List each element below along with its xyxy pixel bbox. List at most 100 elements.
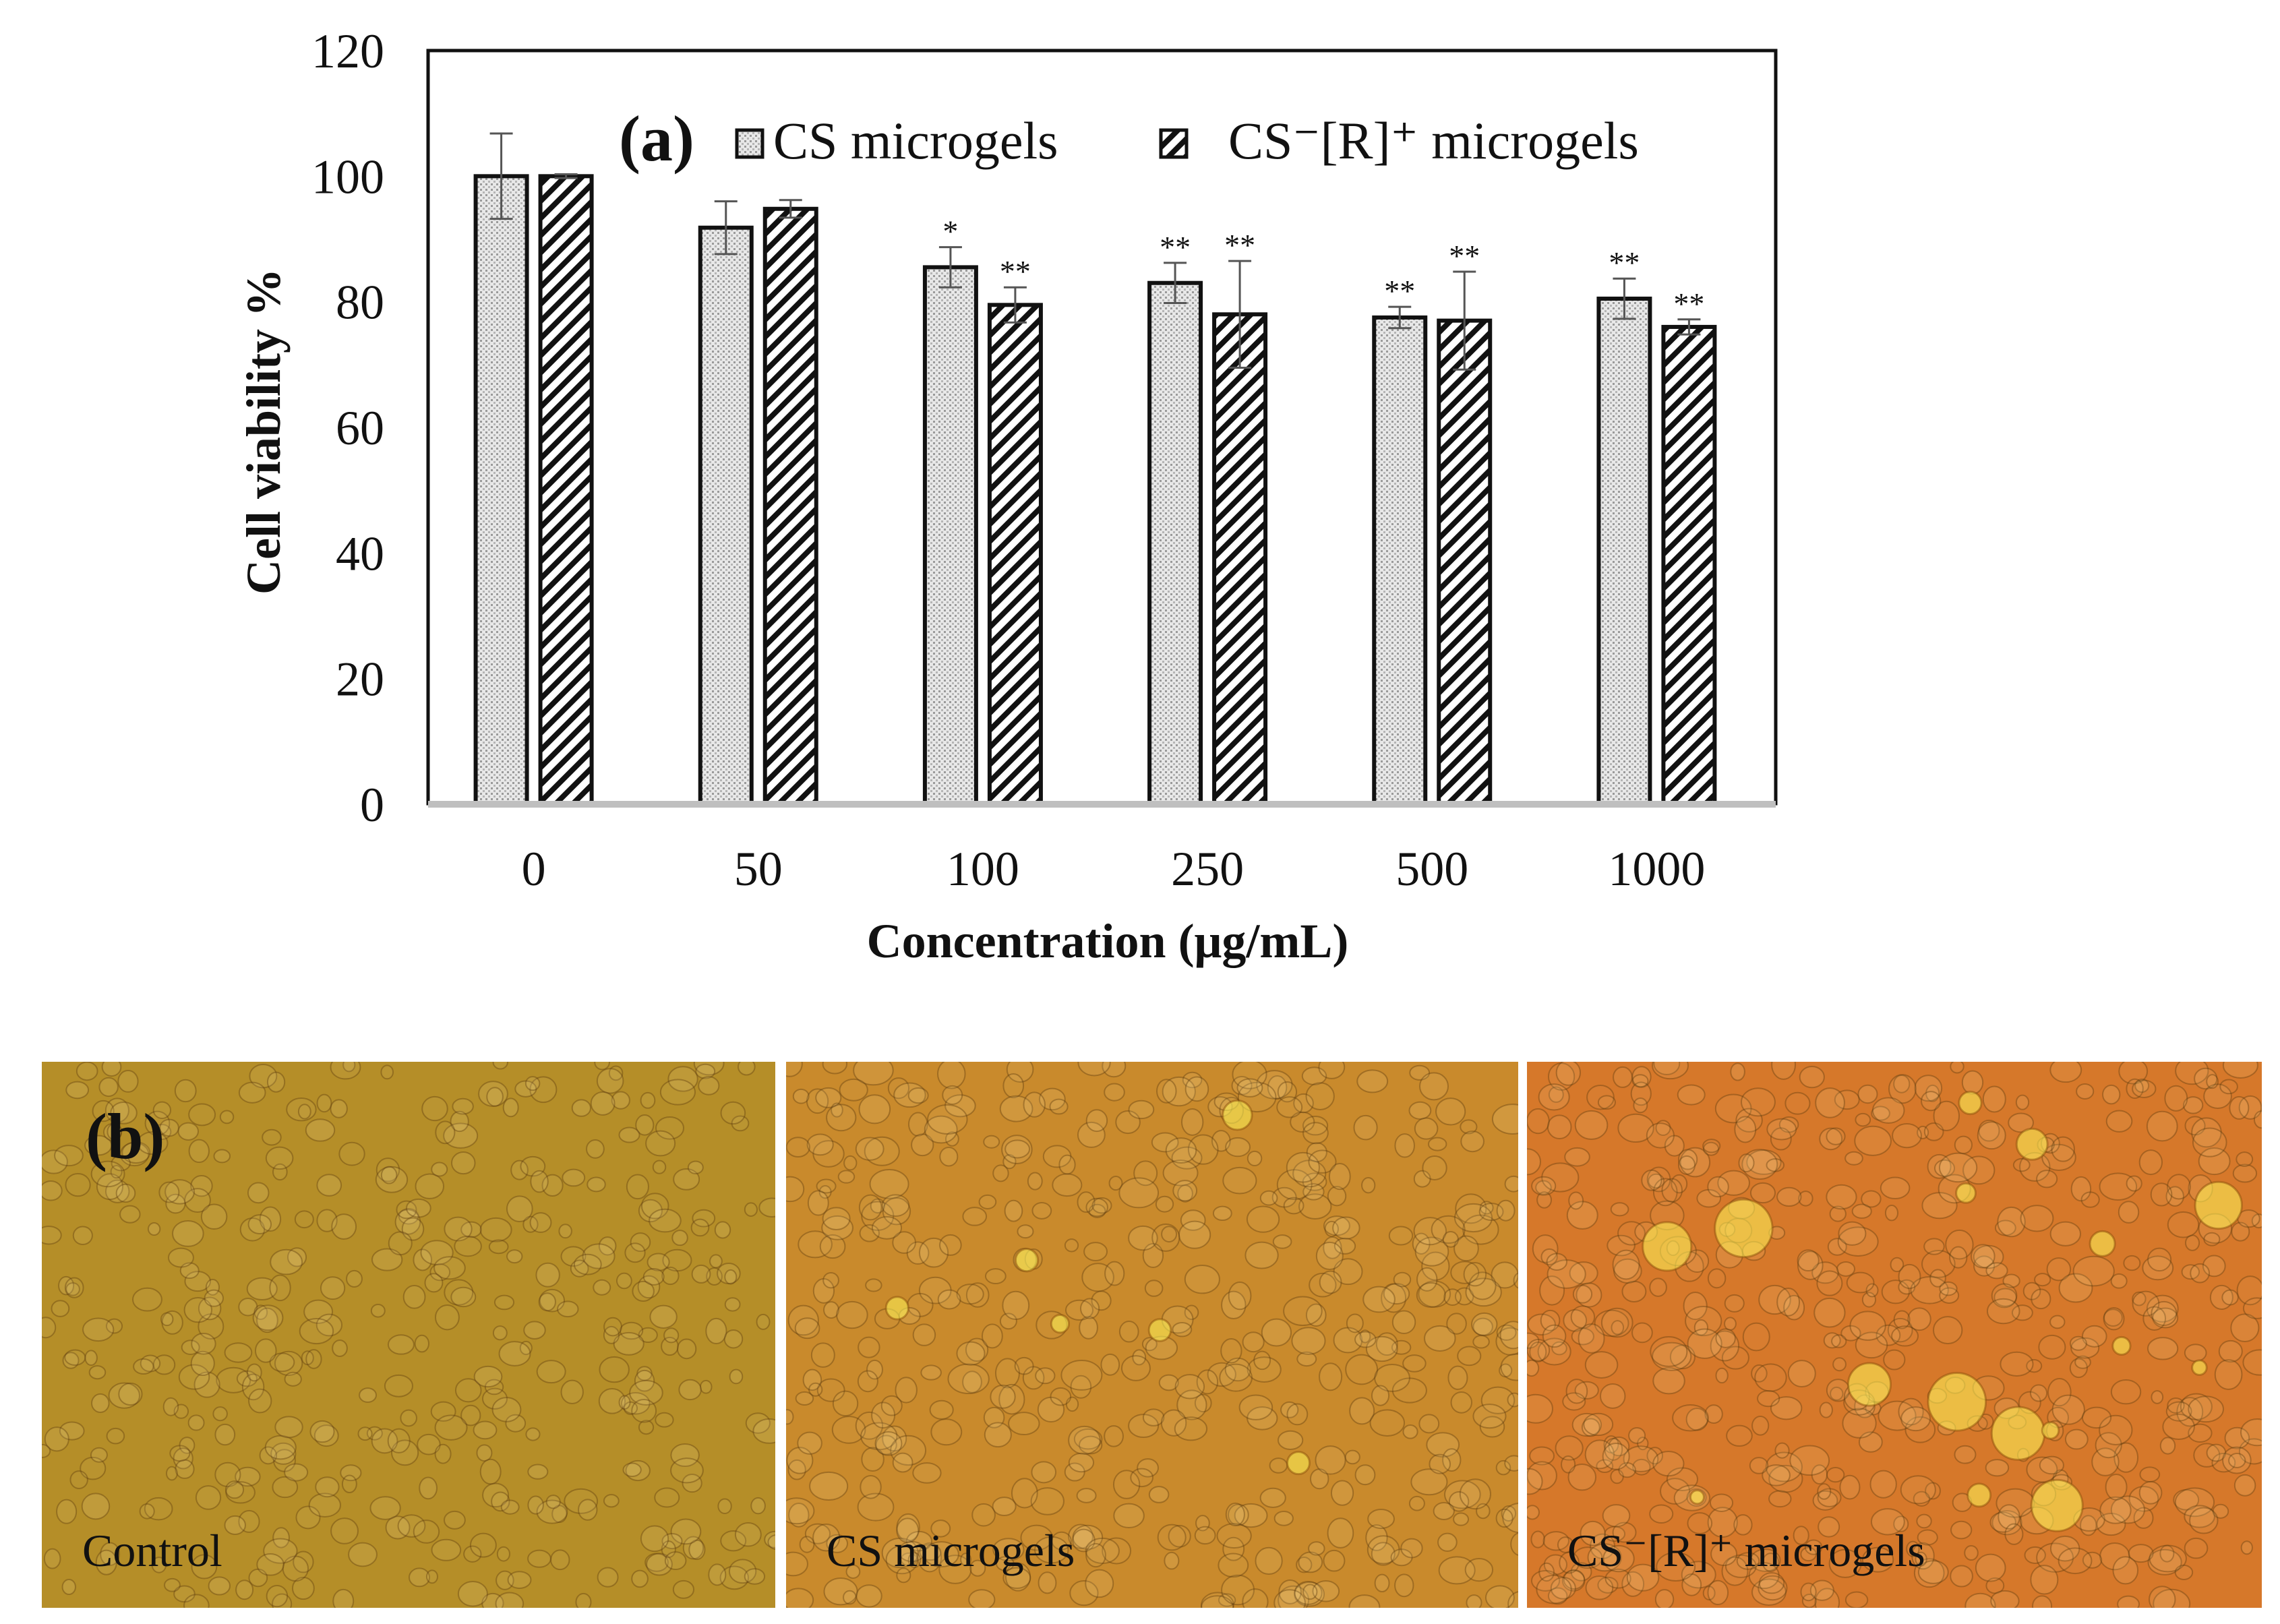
- cell: [1652, 1062, 1689, 1080]
- cell: [1704, 1404, 1723, 1424]
- cell: [798, 1230, 833, 1259]
- cell: [434, 1414, 468, 1441]
- cell: [1085, 1537, 1120, 1565]
- cell: [1581, 1418, 1600, 1437]
- cell: [1219, 1363, 1253, 1392]
- cell: [1507, 1392, 1518, 1408]
- cell: [88, 1365, 107, 1380]
- cell: [1637, 1437, 1649, 1451]
- cell: [173, 1447, 193, 1470]
- cell: [473, 1365, 503, 1388]
- cell: [1823, 1332, 1841, 1349]
- cell: [1286, 1151, 1320, 1183]
- cell: [183, 1594, 210, 1608]
- cell: [1294, 1581, 1325, 1607]
- cell: [2184, 1505, 2215, 1528]
- cell: [2191, 1117, 2222, 1148]
- cell: [2162, 1413, 2195, 1440]
- cell: [1267, 1075, 1288, 1100]
- cell: [1734, 1116, 1757, 1143]
- cell: [284, 1463, 309, 1482]
- cell: [2149, 1544, 2187, 1573]
- cell: [1630, 1081, 1652, 1106]
- cell: [2232, 1164, 2258, 1183]
- cell: [421, 1095, 448, 1122]
- cell: [1587, 1543, 1622, 1572]
- cell: [661, 1336, 679, 1356]
- cell: [1394, 1573, 1414, 1598]
- cell: [999, 1313, 1017, 1330]
- cell: [262, 1129, 282, 1146]
- cell: [1038, 1087, 1066, 1111]
- cell: [519, 1340, 533, 1356]
- significance-marker: *: [942, 214, 958, 249]
- cell: [1301, 1066, 1327, 1085]
- cell: [1964, 1544, 1979, 1561]
- cell: [1187, 1134, 1219, 1165]
- cell: [152, 1354, 176, 1375]
- cell: [1495, 1508, 1513, 1528]
- cell: [720, 1530, 747, 1552]
- cell: [560, 1379, 584, 1405]
- cell: [881, 1537, 919, 1568]
- cell: [2147, 1337, 2179, 1360]
- cell: [1212, 1205, 1232, 1222]
- cell: [415, 1173, 445, 1199]
- cell: [662, 1249, 692, 1272]
- cell: [729, 1369, 744, 1385]
- cell: [682, 1536, 704, 1560]
- cell: [900, 1552, 918, 1567]
- y-axis-label: Cell viability %: [237, 268, 291, 595]
- cell: [1128, 1225, 1158, 1251]
- cell: [1276, 1096, 1303, 1118]
- cell: [1466, 1594, 1482, 1608]
- cell: [181, 1340, 200, 1356]
- cell: [2064, 1428, 2089, 1450]
- cell: [342, 1062, 356, 1073]
- cell: [2039, 1455, 2064, 1475]
- cell: [786, 1062, 803, 1077]
- cell: [1748, 1562, 1780, 1590]
- cell: [498, 1341, 531, 1366]
- cell: [42, 1149, 68, 1174]
- cell: [536, 1499, 568, 1524]
- cell: [1677, 1155, 1696, 1175]
- cell: [597, 1567, 619, 1588]
- cell: [2251, 1213, 2262, 1229]
- significance-marker: **: [1160, 230, 1191, 264]
- cell: [523, 1321, 546, 1340]
- cell: [65, 1282, 80, 1296]
- cell: [1834, 1089, 1860, 1110]
- cell: [1751, 1415, 1770, 1436]
- cell: [892, 1231, 916, 1254]
- cell: [1496, 1324, 1517, 1341]
- cell: [1568, 1191, 1584, 1210]
- cell: [1855, 1331, 1888, 1359]
- cell: [1703, 1141, 1720, 1156]
- cell: [1893, 1310, 1911, 1329]
- cell: [313, 1424, 339, 1447]
- cell: [332, 1588, 355, 1608]
- cell: [1906, 1540, 1920, 1557]
- cell: [76, 1062, 98, 1081]
- cell: [1917, 1560, 1949, 1584]
- cell: [1151, 1223, 1180, 1252]
- cell: [1985, 1262, 2008, 1280]
- cell: [2031, 1288, 2051, 1310]
- cell: [786, 1551, 808, 1577]
- cell: [473, 1420, 498, 1440]
- cell: [1459, 1478, 1492, 1510]
- cell: [586, 1139, 605, 1159]
- cell: [719, 1565, 750, 1590]
- cell: [320, 1276, 346, 1300]
- cell: [269, 1274, 291, 1302]
- cell: [1826, 1127, 1846, 1145]
- cell: [640, 1091, 656, 1109]
- cell: [2070, 1337, 2100, 1359]
- cell: [444, 1279, 474, 1306]
- cell: [1104, 1261, 1125, 1286]
- cell: [413, 1249, 433, 1271]
- cell: [1584, 1351, 1619, 1379]
- cell: [1683, 1292, 1708, 1321]
- cell: [266, 1585, 289, 1608]
